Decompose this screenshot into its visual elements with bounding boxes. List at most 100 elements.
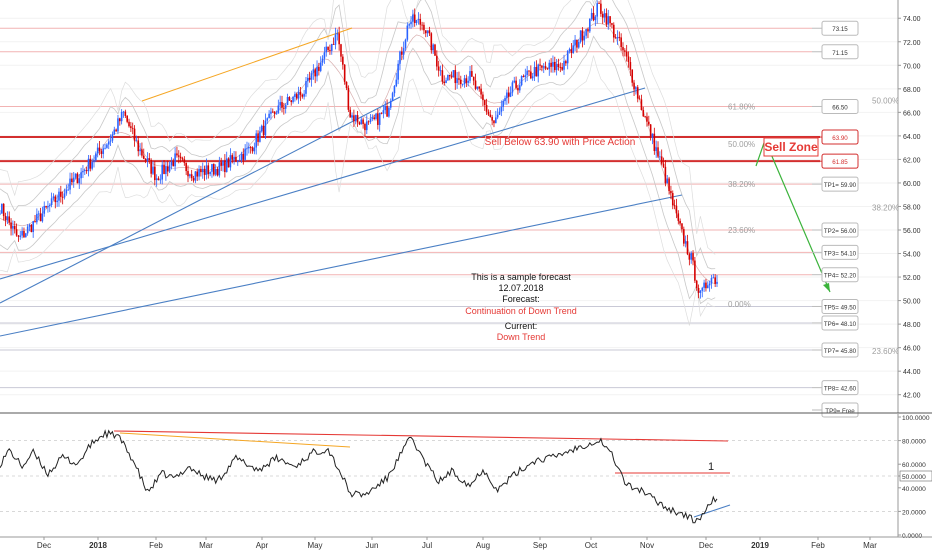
- candle-body: [327, 46, 329, 50]
- candle-body: [448, 74, 451, 77]
- candle-body: [21, 231, 23, 236]
- candle-body: [607, 16, 610, 25]
- candle-body: [74, 173, 77, 178]
- candle-body: [461, 84, 464, 85]
- candle-body: [283, 107, 285, 109]
- candle-body: [275, 113, 278, 115]
- level-label-box: [821, 153, 859, 169]
- candle-body: [542, 66, 545, 68]
- candle-body: [574, 39, 576, 46]
- forecast-label: Forecast:: [502, 294, 540, 304]
- bollinger-upper: [0, 0, 716, 270]
- candle-body: [495, 117, 497, 124]
- candle-body: [614, 37, 617, 39]
- candle-body: [268, 113, 270, 119]
- candle-body: [87, 158, 90, 172]
- candle-body: [80, 172, 82, 179]
- fib-label: 61.80%: [728, 102, 755, 111]
- candle-body: [598, 3, 600, 4]
- fib-label-far: 23.60%: [872, 347, 899, 356]
- arrow-down: [764, 139, 831, 293]
- candle-body: [170, 161, 173, 166]
- candle-body: [310, 73, 313, 80]
- candle-body: [609, 16, 611, 24]
- candle-body: [581, 30, 584, 41]
- candle-body: [701, 287, 704, 291]
- candle-body: [399, 51, 401, 64]
- candle-body: [401, 51, 403, 55]
- candle-body: [113, 129, 116, 135]
- candle-body: [365, 121, 368, 131]
- candle-body: [386, 106, 388, 117]
- candle-body: [48, 205, 51, 207]
- oscillator-line: [0, 429, 718, 524]
- candle-body: [19, 235, 22, 237]
- candle-body: [520, 76, 523, 86]
- candle-body: [319, 62, 322, 71]
- candle-body: [515, 80, 517, 88]
- candle-body: [323, 52, 326, 59]
- candle-body: [655, 147, 657, 152]
- candle-body: [225, 158, 228, 173]
- candle-body: [43, 205, 46, 214]
- osc-line-orange: [119, 432, 351, 448]
- candle-body: [378, 112, 381, 125]
- level-label-text: TP2= 56.00: [824, 228, 857, 235]
- candle-body: [98, 147, 101, 152]
- candle-body: [271, 111, 274, 113]
- candle-body: [622, 47, 624, 51]
- candle-body: [552, 61, 554, 67]
- candle-body: [32, 221, 34, 232]
- candle-body: [526, 70, 528, 76]
- candle-body: [417, 18, 420, 20]
- candle-body: [629, 61, 632, 70]
- candle-body: [391, 93, 394, 102]
- candle-body: [688, 254, 691, 260]
- candle-body: [146, 158, 149, 161]
- candle-body: [45, 205, 47, 208]
- x-label-apr: Apr: [256, 541, 269, 550]
- price-tick-label: 44.00: [903, 369, 921, 376]
- candle-body: [351, 115, 353, 118]
- candle-body: [209, 171, 211, 175]
- candle-body: [71, 178, 73, 183]
- candle-body: [28, 224, 31, 227]
- candle-body: [681, 223, 683, 230]
- price-tick-label: 50.00: [903, 299, 921, 306]
- candle-body: [362, 119, 364, 124]
- candle-body: [294, 94, 296, 97]
- candle-body: [432, 44, 434, 51]
- candle-body: [404, 39, 407, 49]
- x-label-2018: 2018: [89, 541, 107, 550]
- fib-label: 23.60%: [728, 226, 755, 235]
- candle-body: [413, 14, 416, 24]
- level-label-text: 71.15: [832, 50, 848, 57]
- level-label-box: [821, 244, 859, 260]
- candle-body: [216, 168, 219, 176]
- candle-body: [644, 116, 646, 118]
- candle-body: [478, 86, 481, 89]
- candle-body: [264, 120, 267, 136]
- x-label-aug: Aug: [476, 541, 490, 550]
- candle-body: [17, 235, 20, 237]
- candle-body: [4, 216, 7, 221]
- candle-body: [163, 164, 165, 174]
- candle-body: [179, 156, 182, 159]
- price-tick-label: 62.00: [903, 157, 921, 164]
- candle-body: [699, 290, 702, 293]
- candle-body: [76, 173, 79, 184]
- candle-body: [233, 156, 235, 160]
- candle-body: [458, 78, 460, 80]
- candle-body: [487, 111, 490, 115]
- candle-body: [561, 67, 563, 70]
- candle-body: [360, 119, 363, 125]
- sell-zone-label: Sell Zone: [764, 140, 818, 154]
- candle-body: [605, 13, 608, 25]
- candle-body: [611, 23, 613, 25]
- candle-body: [248, 146, 250, 149]
- level-label-box: [821, 315, 859, 331]
- candle-body: [585, 29, 587, 36]
- candle-body: [135, 140, 138, 142]
- fib-label: 50.00%: [728, 140, 755, 149]
- candle-body: [406, 25, 409, 40]
